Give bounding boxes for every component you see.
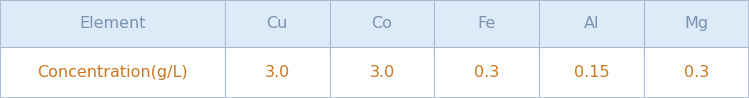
Bar [644,47,749,98]
Text: 0.3: 0.3 [474,65,500,80]
Bar [434,47,539,98]
Text: 0.15: 0.15 [574,65,610,80]
Bar [225,47,330,98]
Text: Cu: Cu [267,16,288,31]
Text: Element: Element [79,16,145,31]
Bar [330,47,434,98]
Bar [330,0,434,47]
Bar [539,47,644,98]
Bar [0,47,225,98]
Bar [434,0,539,47]
Text: 3.0: 3.0 [369,65,395,80]
Text: Fe: Fe [478,16,496,31]
Text: 0.3: 0.3 [684,65,709,80]
Bar [539,0,644,47]
Text: Co: Co [372,16,392,31]
Text: Concentration(g/L): Concentration(g/L) [37,65,188,80]
Text: Mg: Mg [685,16,709,31]
Bar [0,0,225,47]
Bar [225,0,330,47]
Text: 3.0: 3.0 [264,65,290,80]
Text: Al: Al [584,16,599,31]
Bar [644,0,749,47]
